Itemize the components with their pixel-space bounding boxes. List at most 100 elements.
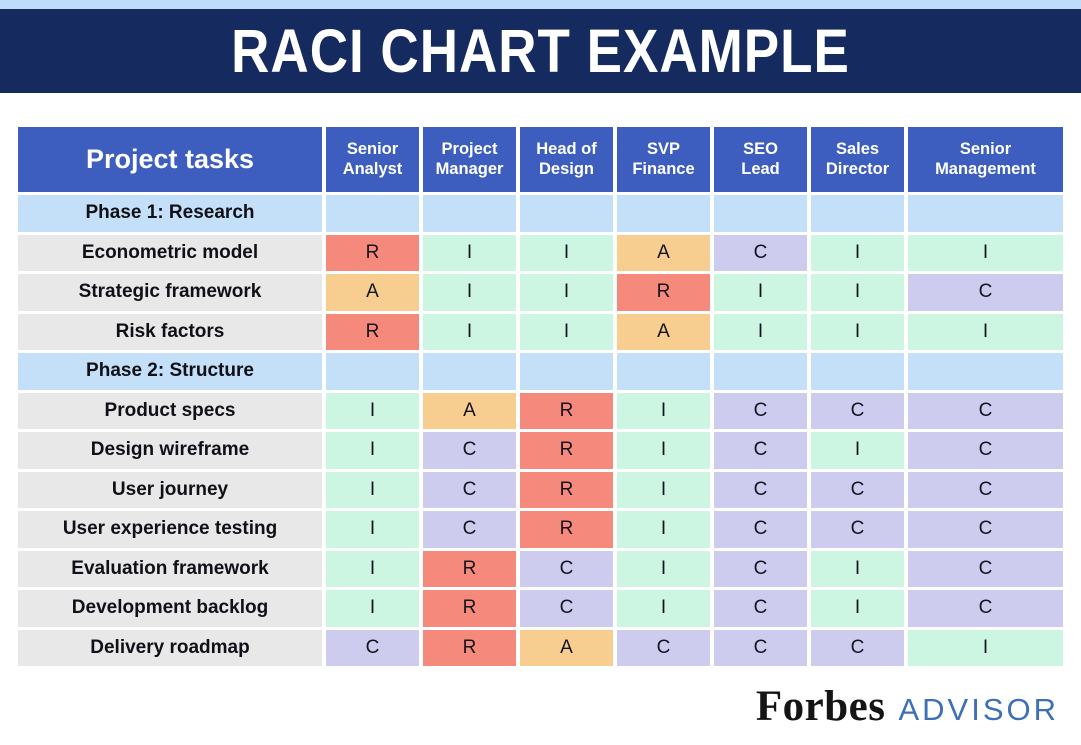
raci-cell-c: C	[811, 471, 904, 508]
column-header-svp-finance: SVP Finance	[617, 127, 710, 192]
raci-cell-r: R	[423, 590, 516, 627]
phase-row-cell	[520, 195, 613, 232]
column-header-head-of-design: Head of Design	[520, 127, 613, 192]
task-row-label: Econometric model	[18, 234, 322, 271]
raci-cell-i: I	[714, 313, 807, 350]
raci-cell-i: I	[811, 313, 904, 350]
raci-cell-r: R	[326, 234, 419, 271]
phase-row-cell	[811, 195, 904, 232]
raci-cell-i: I	[908, 313, 1063, 350]
raci-cell-i: I	[617, 432, 710, 469]
raci-cell-i: I	[617, 471, 710, 508]
raci-cell-c: C	[326, 629, 419, 666]
raci-cell-c: C	[423, 511, 516, 548]
raci-cell-r: R	[617, 274, 710, 311]
raci-cell-i: I	[908, 234, 1063, 271]
column-header-senior-management: Senior Management	[908, 127, 1063, 192]
page-title: RACI CHART EXAMPLE	[231, 16, 850, 86]
task-row-label: User experience testing	[18, 511, 322, 548]
forbes-wordmark: Forbes	[755, 683, 886, 730]
raci-cell-c: C	[908, 590, 1063, 627]
footer: Forbes ADVISOR	[0, 682, 1059, 731]
raci-cell-a: A	[617, 313, 710, 350]
raci-cell-i: I	[326, 471, 419, 508]
raci-cell-i: I	[423, 313, 516, 350]
title-banner: RACI CHART EXAMPLE	[0, 9, 1081, 93]
raci-cell-i: I	[326, 432, 419, 469]
raci-cell-c: C	[714, 432, 807, 469]
raci-table: Project tasks Senior Analyst Project Mana…	[18, 127, 1063, 666]
raci-cell-r: R	[520, 471, 613, 508]
phase-row-cell	[520, 353, 613, 390]
raci-cell-i: I	[811, 432, 904, 469]
phase-row-label: Phase 2: Structure	[18, 353, 322, 390]
raci-cell-i: I	[617, 590, 710, 627]
raci-cell-a: A	[423, 392, 516, 429]
column-header-senior-analyst: Senior Analyst	[326, 127, 419, 192]
raci-cell-a: A	[326, 274, 419, 311]
top-accent-strip	[0, 0, 1081, 9]
task-row-label: User journey	[18, 471, 322, 508]
phase-row-cell	[423, 195, 516, 232]
raci-cell-i: I	[423, 234, 516, 271]
raci-cell-a: A	[520, 629, 613, 666]
raci-cell-i: I	[326, 590, 419, 627]
raci-cell-r: R	[326, 313, 419, 350]
raci-cell-c: C	[617, 629, 710, 666]
raci-chart: Project tasks Senior Analyst Project Mana…	[0, 127, 1081, 666]
phase-row-cell	[714, 195, 807, 232]
task-row-label: Risk factors	[18, 313, 322, 350]
raci-cell-i: I	[520, 274, 613, 311]
raci-cell-i: I	[326, 550, 419, 587]
task-row-label: Product specs	[18, 392, 322, 429]
raci-cell-c: C	[908, 432, 1063, 469]
column-header-seo-lead: SEO Lead	[714, 127, 807, 192]
raci-cell-i: I	[617, 511, 710, 548]
raci-cell-r: R	[520, 511, 613, 548]
column-header-project-tasks: Project tasks	[18, 127, 322, 192]
phase-row-cell	[811, 353, 904, 390]
phase-row-cell	[908, 353, 1063, 390]
raci-cell-c: C	[714, 629, 807, 666]
raci-cell-c: C	[908, 511, 1063, 548]
raci-cell-i: I	[811, 234, 904, 271]
phase-row-label: Phase 1: Research	[18, 195, 322, 232]
raci-cell-c: C	[520, 590, 613, 627]
raci-cell-i: I	[811, 550, 904, 587]
column-header-sales-director: Sales Director	[811, 127, 904, 192]
raci-cell-c: C	[811, 392, 904, 429]
phase-row-cell	[617, 353, 710, 390]
raci-cell-c: C	[714, 511, 807, 548]
raci-cell-i: I	[617, 392, 710, 429]
raci-cell-i: I	[908, 629, 1063, 666]
advisor-wordmark: ADVISOR	[898, 692, 1059, 727]
raci-cell-c: C	[908, 392, 1063, 429]
raci-cell-c: C	[908, 550, 1063, 587]
raci-cell-r: R	[520, 432, 613, 469]
phase-row-cell	[423, 353, 516, 390]
raci-cell-i: I	[423, 274, 516, 311]
raci-cell-r: R	[423, 629, 516, 666]
raci-cell-i: I	[714, 274, 807, 311]
raci-cell-c: C	[811, 629, 904, 666]
phase-row-cell	[617, 195, 710, 232]
raci-cell-c: C	[520, 550, 613, 587]
raci-cell-i: I	[520, 313, 613, 350]
task-row-label: Strategic framework	[18, 274, 322, 311]
raci-cell-c: C	[908, 274, 1063, 311]
raci-cell-c: C	[423, 432, 516, 469]
task-row-label: Design wireframe	[18, 432, 322, 469]
phase-row-cell	[714, 353, 807, 390]
raci-cell-c: C	[714, 590, 807, 627]
phase-row-cell	[908, 195, 1063, 232]
raci-cell-c: C	[714, 234, 807, 271]
raci-cell-c: C	[714, 550, 807, 587]
raci-cell-i: I	[520, 234, 613, 271]
raci-cell-i: I	[811, 274, 904, 311]
phase-row-cell	[326, 353, 419, 390]
raci-cell-c: C	[908, 471, 1063, 508]
raci-cell-a: A	[617, 234, 710, 271]
raci-cell-i: I	[326, 511, 419, 548]
raci-cell-r: R	[423, 550, 516, 587]
raci-cell-r: R	[520, 392, 613, 429]
